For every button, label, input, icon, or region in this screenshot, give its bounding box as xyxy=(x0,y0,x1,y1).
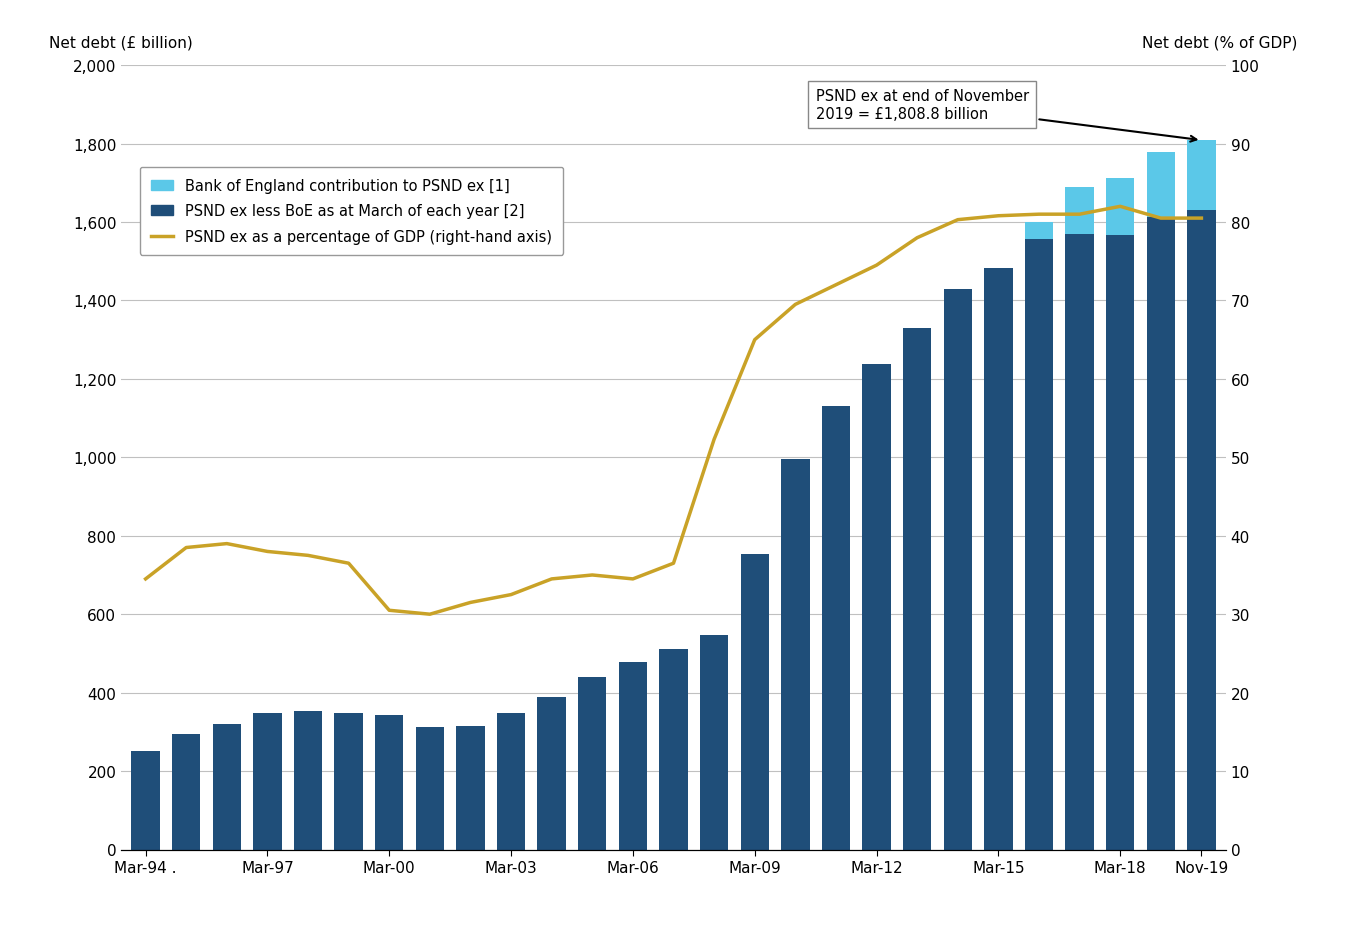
Bar xyxy=(1146,153,1175,217)
Bar xyxy=(862,364,890,850)
Bar xyxy=(497,713,525,850)
Bar xyxy=(172,734,201,850)
Bar xyxy=(985,268,1013,850)
Bar xyxy=(537,697,566,850)
Bar xyxy=(1146,217,1175,850)
Bar xyxy=(902,329,931,850)
Bar xyxy=(781,460,810,850)
Bar xyxy=(416,728,445,850)
Text: PSND ex at end of November
2019 = £1,808.8 billion: PSND ex at end of November 2019 = £1,808… xyxy=(816,89,1196,143)
Bar xyxy=(374,716,404,850)
Bar xyxy=(253,714,282,850)
Bar xyxy=(213,724,241,850)
Bar xyxy=(700,635,729,850)
Bar xyxy=(1106,236,1134,850)
Bar xyxy=(294,712,322,850)
Legend: Bank of England contribution to PSND ex [1], PSND ex less BoE as at March of eac: Bank of England contribution to PSND ex … xyxy=(140,167,563,256)
Text: Net debt (% of GDP): Net debt (% of GDP) xyxy=(1142,36,1297,50)
Text: Net debt (£ billion): Net debt (£ billion) xyxy=(50,36,193,50)
Bar xyxy=(132,750,160,850)
Bar xyxy=(1187,142,1215,211)
Bar xyxy=(822,407,850,850)
Bar xyxy=(334,713,362,850)
Bar xyxy=(457,727,485,850)
Bar xyxy=(1187,211,1215,850)
Bar xyxy=(659,649,688,850)
Bar xyxy=(1065,188,1094,234)
Bar xyxy=(578,677,606,850)
Bar xyxy=(741,555,769,850)
Bar xyxy=(943,290,973,850)
Bar xyxy=(618,662,647,850)
Bar xyxy=(1025,223,1053,240)
Bar xyxy=(1025,240,1053,850)
Bar xyxy=(1106,179,1134,236)
Bar xyxy=(1065,234,1094,850)
